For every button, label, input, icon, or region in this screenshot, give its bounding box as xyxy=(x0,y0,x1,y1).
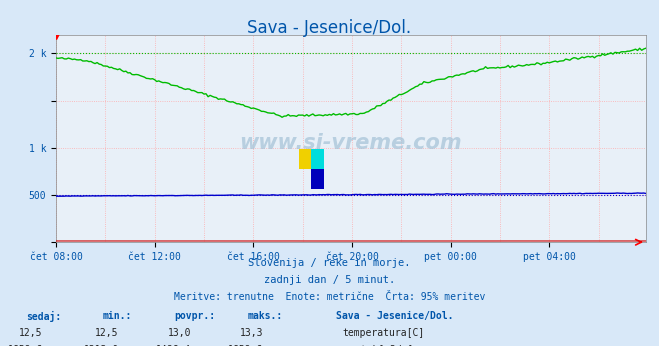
Text: pretok[m3/s]: pretok[m3/s] xyxy=(343,345,413,346)
Text: Meritve: trenutne  Enote: metrične  Črta: 95% meritev: Meritve: trenutne Enote: metrične Črta: … xyxy=(174,292,485,302)
Text: 13,0: 13,0 xyxy=(167,328,191,338)
Text: min.:: min.: xyxy=(102,311,132,321)
Text: sedaj:: sedaj: xyxy=(26,311,61,322)
Text: 1659,6: 1659,6 xyxy=(8,345,43,346)
Text: 12,5: 12,5 xyxy=(19,328,43,338)
Text: Sava - Jesenice/Dol.: Sava - Jesenice/Dol. xyxy=(247,19,412,37)
Text: 12,5: 12,5 xyxy=(95,328,119,338)
Text: 1313,0: 1313,0 xyxy=(84,345,119,346)
Text: 1659,6: 1659,6 xyxy=(229,345,264,346)
Bar xyxy=(310,169,324,189)
Text: 1486,4: 1486,4 xyxy=(156,345,191,346)
Text: maks.:: maks.: xyxy=(247,311,282,321)
Text: www.si-vreme.com: www.si-vreme.com xyxy=(240,133,462,153)
Bar xyxy=(299,149,310,169)
Text: temperatura[C]: temperatura[C] xyxy=(343,328,425,338)
Text: Sava - Jesenice/Dol.: Sava - Jesenice/Dol. xyxy=(336,311,453,321)
Bar xyxy=(310,149,324,169)
Text: 13,3: 13,3 xyxy=(240,328,264,338)
Text: Slovenija / reke in morje.: Slovenija / reke in morje. xyxy=(248,258,411,268)
Text: povpr.:: povpr.: xyxy=(175,311,215,321)
Text: zadnji dan / 5 minut.: zadnji dan / 5 minut. xyxy=(264,275,395,285)
